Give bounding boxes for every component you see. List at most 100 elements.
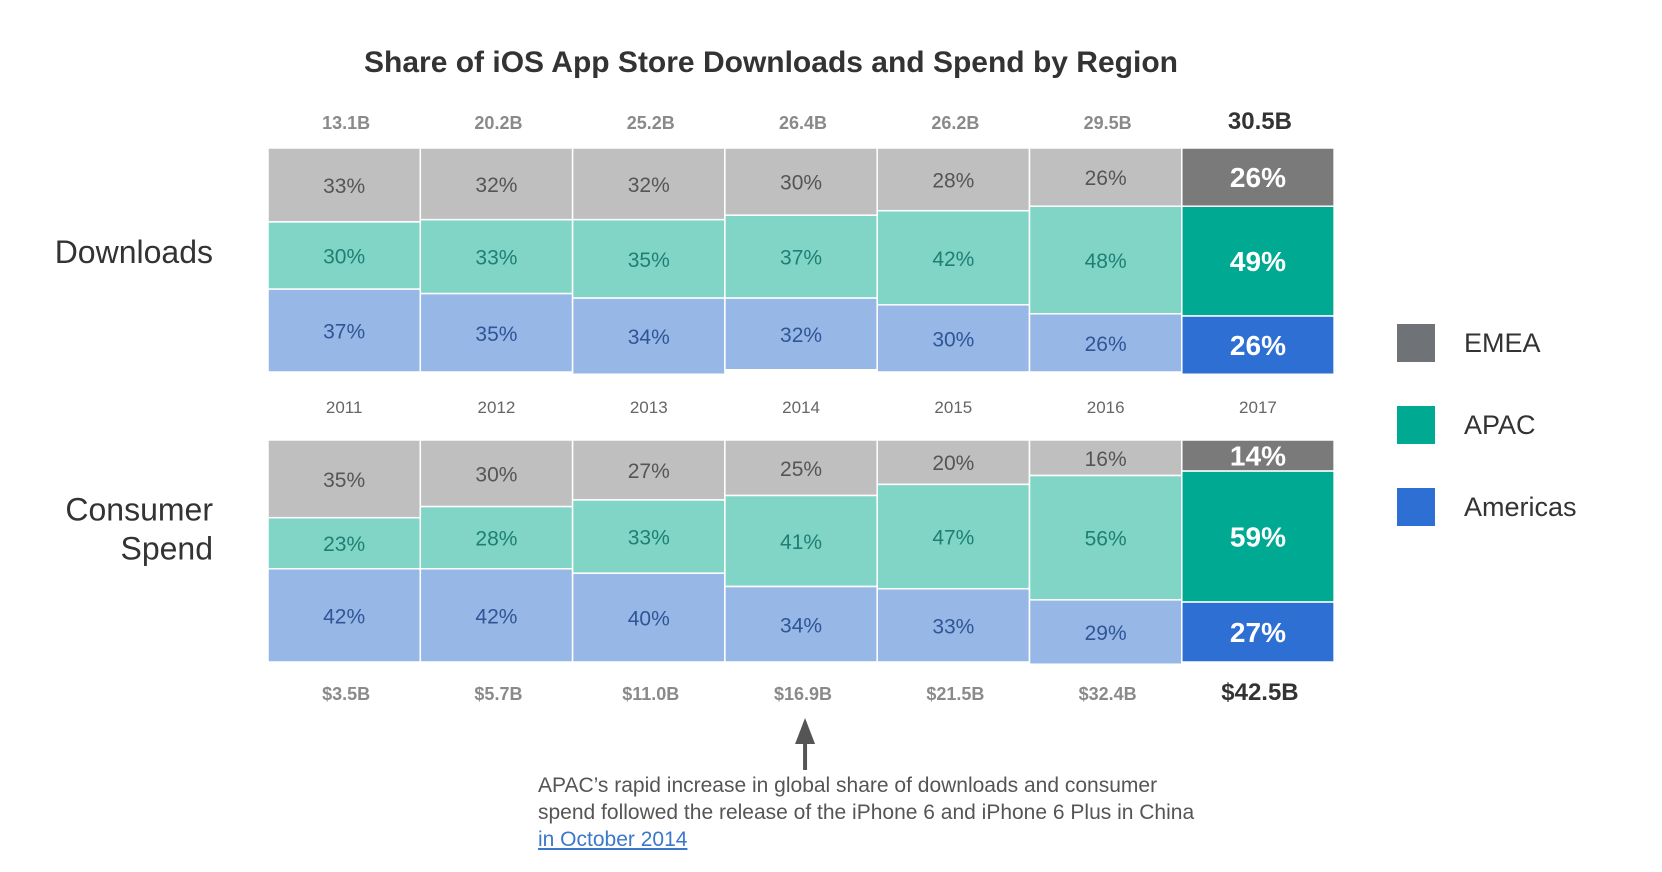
bar-segment-apac-2016 bbox=[1028, 205, 1183, 315]
data-label-apac-2015: 42% bbox=[932, 248, 974, 271]
data-label-americas-2012: 35% bbox=[475, 323, 517, 346]
bar-segment-apac-2017 bbox=[1181, 205, 1335, 317]
legend-swatch-americas bbox=[1397, 488, 1435, 526]
bar-segment-emea-2015 bbox=[876, 147, 1031, 212]
total-label-2011: $3.5B bbox=[322, 684, 370, 704]
data-label-americas-2015: 33% bbox=[932, 615, 974, 638]
data-label-apac-2017: 49% bbox=[1230, 246, 1286, 277]
total-label-2013: $11.0B bbox=[622, 684, 679, 704]
total-label-2017: $42.5B bbox=[1221, 679, 1298, 706]
data-label-emea-2016: 26% bbox=[1085, 167, 1127, 190]
bar-segment-americas-2014 bbox=[724, 585, 878, 663]
legend-label-americas: Americas bbox=[1464, 492, 1577, 522]
data-label-emea-2012: 30% bbox=[475, 463, 517, 486]
year-label-2014: 2014 bbox=[782, 398, 820, 417]
total-label-2012: 20.2B bbox=[474, 113, 522, 133]
data-label-apac-2016: 48% bbox=[1085, 250, 1127, 273]
data-label-americas-2014: 32% bbox=[780, 324, 822, 347]
data-label-apac-2012: 33% bbox=[475, 247, 517, 270]
data-label-americas-2011: 42% bbox=[323, 605, 365, 628]
bar-segment-apac-2011 bbox=[267, 221, 422, 290]
total-label-2015: 26.2B bbox=[931, 113, 979, 133]
bar-segment-americas-2014 bbox=[724, 297, 878, 371]
data-label-emea-2015: 20% bbox=[932, 452, 974, 475]
total-label-2015: $21.5B bbox=[926, 684, 984, 704]
year-label-2015: 2015 bbox=[934, 398, 972, 417]
data-label-emea-2011: 33% bbox=[323, 175, 365, 198]
data-label-emea-2013: 32% bbox=[628, 174, 670, 197]
annotation-arrow bbox=[795, 718, 816, 770]
total-label-2013: 25.2B bbox=[627, 113, 675, 133]
bar-segment-emea-2017 bbox=[1181, 439, 1335, 472]
year-label-2012: 2012 bbox=[478, 398, 516, 417]
annotation-body: APAC’s rapid increase in global share of… bbox=[538, 774, 1195, 824]
data-label-apac-2014: 41% bbox=[780, 531, 822, 554]
row-label: Downloads bbox=[55, 234, 213, 270]
data-label-emea-2017: 14% bbox=[1230, 441, 1286, 472]
data-label-apac-2014: 37% bbox=[780, 247, 822, 270]
bar-segment-apac-2011 bbox=[267, 516, 422, 570]
bar-segment-americas-2017 bbox=[1181, 601, 1335, 663]
bar-segment-apac-2015 bbox=[876, 483, 1031, 590]
total-label-2011: 13.1B bbox=[322, 113, 370, 133]
data-label-americas-2013: 40% bbox=[628, 608, 670, 631]
total-label-2014: $16.9B bbox=[774, 684, 832, 704]
data-label-apac-2013: 35% bbox=[628, 249, 670, 272]
bar-segment-emea-2013 bbox=[571, 147, 726, 221]
data-label-emea-2017: 26% bbox=[1230, 162, 1286, 193]
row-label: Spend bbox=[120, 531, 213, 567]
bar-segment-emea-2012 bbox=[419, 439, 574, 508]
bar-segment-americas-2013 bbox=[571, 572, 726, 663]
annotation-text: APAC’s rapid increase in global share of… bbox=[538, 772, 1198, 853]
data-label-emea-2014: 25% bbox=[780, 458, 822, 481]
total-label-2014: 26.4B bbox=[779, 113, 827, 133]
bar-segment-apac-2015 bbox=[876, 209, 1031, 306]
data-label-americas-2014: 34% bbox=[780, 614, 822, 637]
total-label-2012: $5.7B bbox=[474, 684, 522, 704]
year-label-2011: 2011 bbox=[326, 398, 363, 417]
bar-segment-americas-2015 bbox=[876, 304, 1031, 373]
bar-segment-americas-2011 bbox=[267, 568, 422, 663]
data-label-americas-2013: 34% bbox=[628, 326, 670, 349]
bar-segment-apac-2013 bbox=[571, 218, 726, 299]
data-label-emea-2014: 30% bbox=[780, 172, 822, 195]
bar-segment-emea-2014 bbox=[724, 439, 878, 497]
data-label-apac-2017: 59% bbox=[1230, 522, 1286, 553]
data-label-americas-2016: 29% bbox=[1085, 622, 1127, 645]
total-label-2016: 29.5B bbox=[1084, 113, 1132, 133]
data-label-emea-2015: 28% bbox=[932, 169, 974, 192]
year-label-2016: 2016 bbox=[1087, 398, 1125, 417]
bar-segment-apac-2012 bbox=[419, 505, 574, 570]
panels: Downloads 33% 30% 37% 13.1B 32% 33% 35% 20.2B 32%… bbox=[55, 108, 1335, 706]
data-label-americas-2012: 42% bbox=[475, 605, 517, 628]
year-label-2017: 2017 bbox=[1239, 398, 1277, 417]
bar-segment-emea-2014 bbox=[724, 147, 878, 216]
data-label-apac-2016: 56% bbox=[1085, 528, 1127, 551]
data-label-apac-2012: 28% bbox=[475, 528, 517, 551]
data-label-apac-2013: 33% bbox=[628, 527, 670, 550]
total-label-2016: $32.4B bbox=[1079, 684, 1137, 704]
data-label-americas-2017: 26% bbox=[1230, 330, 1286, 361]
bar-segment-emea-2011 bbox=[267, 147, 422, 223]
total-label-2017: 30.5B bbox=[1228, 108, 1292, 135]
legend-swatch-apac bbox=[1397, 406, 1435, 444]
data-label-emea-2012: 32% bbox=[475, 174, 517, 197]
bar-segment-americas-2016 bbox=[1028, 599, 1183, 665]
bar-segment-americas-2015 bbox=[876, 587, 1031, 663]
bar-segment-americas-2013 bbox=[571, 297, 726, 375]
bar-segment-americas-2017 bbox=[1181, 315, 1335, 375]
bar-segment-americas-2012 bbox=[419, 292, 574, 373]
data-label-americas-2015: 30% bbox=[932, 328, 974, 351]
october-2014-link[interactable]: in October 2014 bbox=[538, 828, 688, 851]
arrow-head bbox=[795, 718, 816, 744]
legend-label-apac: APAC bbox=[1464, 410, 1536, 440]
bar-segment-americas-2011 bbox=[267, 288, 422, 373]
year-axis: 2011 2012 2013 2014 2015 2016 2017 bbox=[326, 398, 1277, 417]
data-label-emea-2016: 16% bbox=[1085, 448, 1127, 471]
bar-segment-emea-2016 bbox=[1028, 147, 1183, 207]
bar-segment-emea-2011 bbox=[267, 439, 422, 519]
year-label-2013: 2013 bbox=[630, 398, 668, 417]
data-label-americas-2011: 37% bbox=[323, 321, 365, 344]
